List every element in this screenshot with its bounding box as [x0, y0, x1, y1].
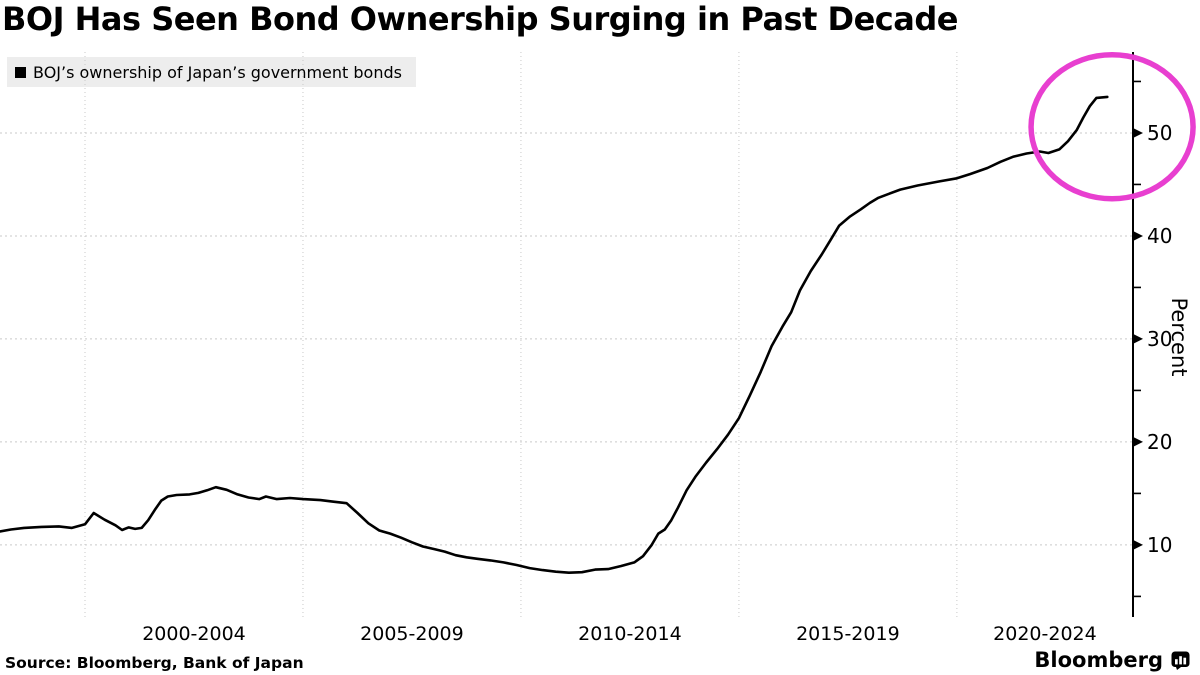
y-tick-label: 40 — [1147, 224, 1172, 248]
legend-square-icon — [15, 66, 26, 78]
x-tick-label: 2010-2014 — [578, 623, 682, 645]
bloomberg-logo-text: Bloomberg — [1034, 648, 1163, 672]
y-tick-label: 30 — [1147, 327, 1172, 351]
x-tick-label: 2015-2019 — [796, 623, 900, 645]
bloomberg-logo: Bloomberg — [1034, 648, 1190, 672]
legend: BOJ’s ownership of Japan’s government bo… — [7, 57, 416, 87]
y-tick-label: 50 — [1147, 121, 1172, 145]
y-tick-arrow-icon — [1134, 334, 1143, 344]
y-tick-label: 10 — [1147, 533, 1172, 557]
x-tick-label: 2005-2009 — [360, 623, 464, 645]
legend-label: BOJ’s ownership of Japan’s government bo… — [33, 62, 402, 82]
chart-title: BOJ Has Seen Bond Ownership Surging in P… — [2, 0, 958, 38]
y-tick-arrow-icon — [1134, 231, 1143, 241]
bar-chart-icon — [1171, 651, 1190, 670]
y-axis-title: Percent — [1167, 297, 1191, 376]
y-tick-arrow-icon — [1134, 540, 1143, 550]
x-tick-label: 2020-2024 — [993, 623, 1097, 645]
y-tick-arrow-icon — [1134, 128, 1143, 138]
highlight-ellipse — [1028, 52, 1196, 202]
y-tick-label: 20 — [1147, 430, 1172, 454]
x-tick-label: 2000-2004 — [142, 623, 246, 645]
source-text: Source: Bloomberg, Bank of Japan — [5, 654, 304, 672]
series-line — [0, 95, 1109, 574]
y-tick-arrow-icon — [1134, 437, 1143, 447]
